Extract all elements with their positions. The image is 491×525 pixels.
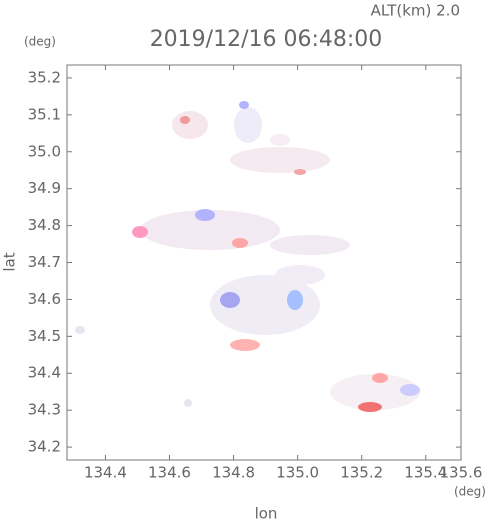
y-tick-label: 34.6 — [28, 290, 61, 308]
x-tick-label: 134.8 — [212, 464, 255, 482]
y-tick-label: 35.1 — [28, 105, 61, 123]
echo-field — [75, 101, 420, 412]
x-tick-label: 135.6 — [440, 464, 483, 482]
x-tick-label: 134.6 — [148, 464, 191, 482]
x-tick-label: 135.2 — [340, 464, 383, 482]
y-tick-label: 34.9 — [28, 179, 61, 197]
x-unit: (deg) — [454, 485, 486, 499]
x-tick-label: 134.4 — [84, 464, 127, 482]
x-axis-label: lon — [255, 505, 278, 522]
y-tick-label: 34.4 — [28, 364, 61, 382]
y-tick-label: 34.8 — [28, 216, 61, 234]
y-tick-label: 35.2 — [28, 68, 61, 86]
y-tick-label: 34.3 — [28, 401, 61, 419]
subtitle: ALT(km) 2.0 — [371, 2, 460, 20]
y-tick-label: 34.7 — [28, 253, 61, 271]
y-tick-label: 34.2 — [28, 438, 61, 456]
x-tick-label: 135.4 — [404, 464, 447, 482]
x-tick-label: 135.0 — [276, 464, 319, 482]
y-axis-label: lat — [1, 252, 19, 271]
y-tick-label: 34.5 — [28, 327, 61, 345]
y-unit: (deg) — [24, 35, 56, 49]
y-tick-label: 35.0 — [28, 142, 61, 160]
chart-title: 2019/12/16 06:48:00 — [150, 27, 383, 52]
